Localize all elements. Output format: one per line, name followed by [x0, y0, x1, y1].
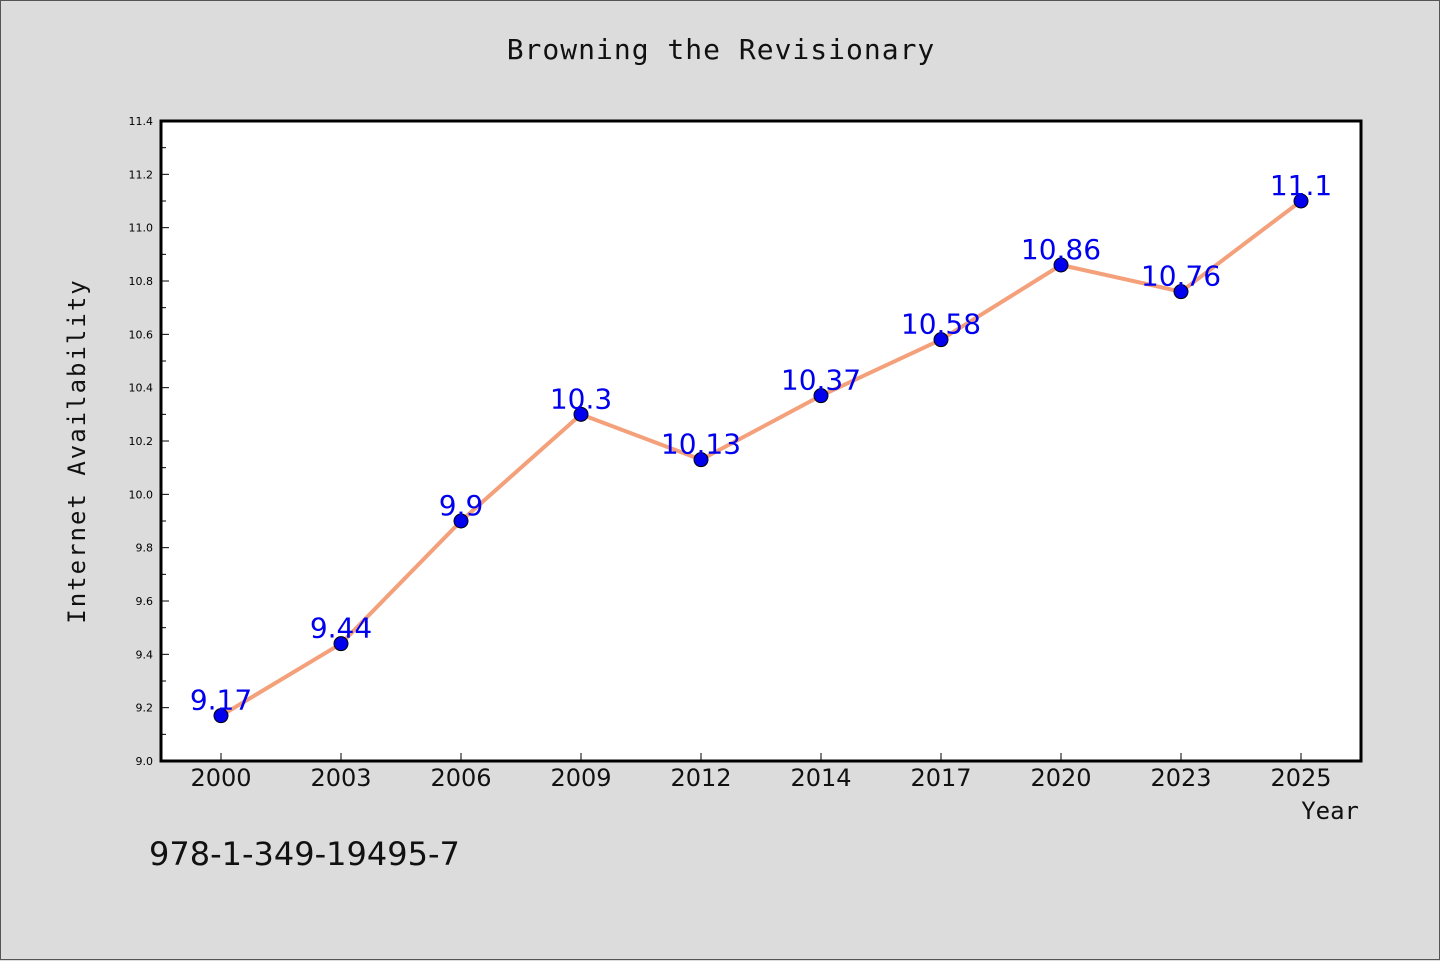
data-point: [573, 406, 589, 422]
isbn-text: 978-1-349-19495-7: [149, 835, 460, 873]
plot-frame: [159, 119, 1363, 763]
y-tick-label: 9.6: [136, 595, 154, 608]
data-point: [453, 513, 469, 529]
y-tick-label: 10.2: [129, 435, 154, 448]
x-tick-label: 2025: [1270, 764, 1331, 792]
x-tick-label: 2017: [910, 764, 971, 792]
data-point: [1053, 257, 1069, 273]
x-tick-label: 2023: [1150, 764, 1211, 792]
data-label: 9.9: [439, 489, 484, 522]
data-label: 10.37: [781, 364, 861, 397]
data-label: 10.86: [1021, 233, 1101, 266]
y-tick-label: 10.6: [129, 328, 154, 341]
data-point: [333, 636, 349, 652]
data-point: [1293, 193, 1309, 209]
y-tick-label: 10.4: [129, 382, 154, 395]
y-tick-label: 9.0: [136, 755, 154, 768]
x-tick-label: 2014: [790, 764, 851, 792]
data-point: [213, 708, 229, 724]
x-tick-label: 2009: [550, 764, 611, 792]
y-tick-label: 9.2: [136, 702, 154, 715]
y-tick-label: 10.8: [129, 275, 154, 288]
x-tick-label: 2000: [190, 764, 251, 792]
x-tick-label: 2006: [430, 764, 491, 792]
y-tick-label: 9.8: [136, 542, 154, 555]
x-tick-label: 2003: [310, 764, 371, 792]
y-tick-label: 11.4: [129, 115, 154, 128]
y-tick-label: 10.0: [129, 488, 154, 501]
data-label: 10.76: [1141, 260, 1221, 293]
x-axis-label: Year: [1301, 797, 1359, 825]
x-tick-label: 2012: [670, 764, 731, 792]
data-label: 10.3: [550, 382, 612, 415]
data-point: [693, 452, 709, 468]
data-label: 9.44: [310, 612, 372, 645]
y-tick-label: 9.4: [136, 648, 154, 661]
x-tick-label: 2020: [1030, 764, 1091, 792]
data-point: [933, 332, 949, 348]
y-tick-label: 11.0: [129, 222, 154, 235]
data-point: [1173, 284, 1189, 300]
chart-title: Browning the Revisionary: [506, 33, 936, 66]
data-label: 9.17: [190, 684, 252, 717]
data-label: 11.1: [1270, 169, 1332, 202]
series-line: [219, 199, 1303, 718]
data-point: [813, 388, 829, 404]
y-tick-label: 11.2: [129, 168, 154, 181]
data-label: 10.13: [661, 428, 741, 461]
data-label: 10.58: [901, 308, 981, 341]
